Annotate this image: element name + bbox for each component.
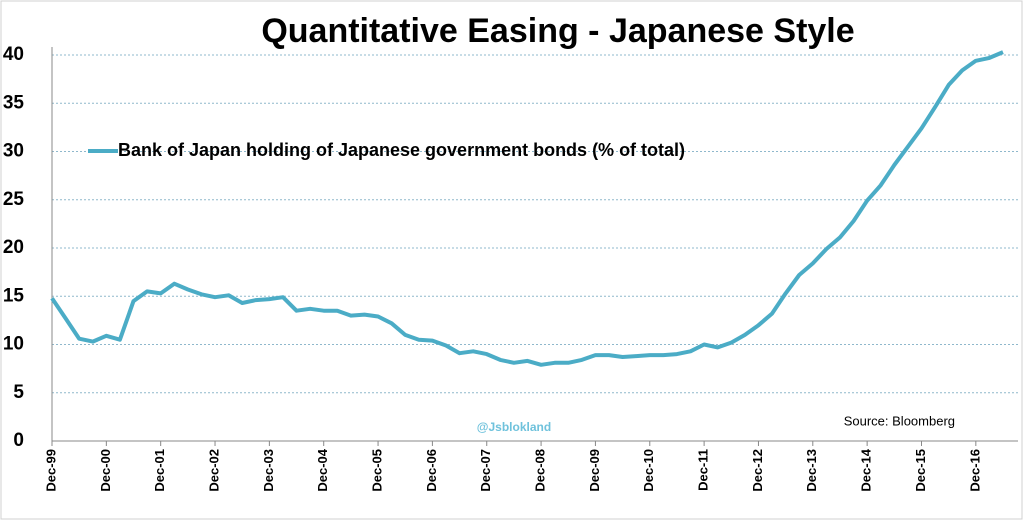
y-tick-label: 15 [3,285,25,306]
data-line [50,50,1004,367]
x-tick-label: Dec-03 [261,449,276,492]
x-tick-label: Dec-10 [641,449,656,492]
x-tick-label: Dec-05 [369,449,384,492]
y-tick-label: 0 [13,430,24,451]
y-tick-label: 35 [3,92,25,113]
x-tick-label: Dec-04 [315,448,330,491]
x-tick-label: Dec-08 [533,449,548,492]
y-tick-label: 5 [13,382,24,403]
x-tick-label: Dec-12 [750,449,765,492]
x-tick-label: Dec-07 [478,449,493,492]
x-tick-label: Dec-11 [696,449,711,491]
y-tick-label: 25 [3,189,25,210]
x-tick-label: Dec-02 [206,449,221,492]
legend-label: Bank of Japan holding of Japanese govern… [118,140,685,160]
x-tick-label: Dec-99 [43,449,58,492]
x-tick-label: Dec-06 [424,449,439,492]
x-tick-label: Dec-16 [967,449,982,492]
x-tick-label: Dec-13 [804,449,819,492]
y-tick-label: 30 [3,141,24,162]
x-tick-label: Dec-00 [98,449,113,492]
source-note: Source: Bloomberg [844,413,955,428]
y-tick-label: 20 [3,237,24,258]
y-tick-label: 40 [3,44,24,65]
y-tick-label: 10 [3,334,24,355]
chart-title: Quantitative Easing - Japanese Style [261,12,854,50]
x-tick-label: Dec-14 [859,448,874,491]
watermark: @Jsblokland [477,420,551,434]
x-tick-label: Dec-09 [587,449,602,492]
x-tick-label: Dec-15 [913,449,928,492]
x-tick-label: Dec-01 [152,449,167,492]
